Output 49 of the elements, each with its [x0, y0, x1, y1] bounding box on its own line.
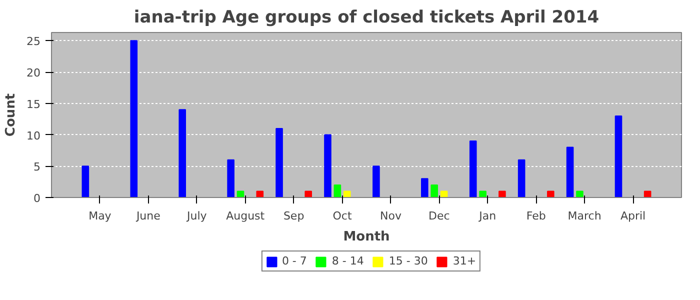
x-tick-label: March	[568, 210, 602, 222]
bar	[498, 190, 506, 198]
bar	[227, 159, 234, 198]
bar	[304, 190, 312, 198]
x-tick-label: Oct	[332, 210, 352, 222]
bar	[82, 166, 90, 198]
x-tick-label: Sep	[283, 210, 304, 222]
x-tick-label: Jan	[478, 210, 496, 222]
bar	[236, 190, 244, 198]
bar	[178, 109, 186, 198]
bar	[421, 178, 428, 198]
bar	[130, 40, 138, 198]
legend-label: 0 - 7	[282, 254, 307, 268]
bar	[518, 159, 526, 198]
bar	[372, 166, 380, 198]
bar	[276, 128, 283, 198]
bar	[576, 190, 584, 198]
bar	[479, 190, 486, 198]
y-axis-title: Count	[4, 93, 19, 137]
x-tick-label: Dec	[428, 210, 450, 222]
y-tick-label: 25	[26, 35, 41, 48]
bar	[614, 115, 622, 198]
bar	[256, 190, 264, 198]
x-axis-title: Month	[343, 230, 390, 244]
bar	[430, 184, 438, 198]
bar	[644, 190, 652, 198]
legend-label: 15 - 30	[388, 254, 428, 268]
bar	[469, 140, 477, 198]
chart-title: iana-trip Age groups of closed tickets April 2014	[134, 8, 600, 28]
x-tick-label: Nov	[380, 210, 402, 222]
x-tick-label: June	[135, 210, 161, 222]
x-tick-label: August	[226, 210, 266, 222]
y-tick-label: 0	[34, 192, 40, 205]
bar	[440, 190, 448, 198]
bar	[566, 146, 574, 198]
x-tick-label: April	[620, 210, 646, 222]
x-tick-label: May	[88, 210, 112, 222]
y-tick-label: 15	[26, 98, 41, 111]
bar	[334, 184, 342, 198]
bar	[547, 190, 554, 198]
y-tick-label: 5	[34, 160, 40, 174]
x-tick-label: Feb	[526, 210, 546, 222]
y-tick-label: 10	[26, 129, 41, 142]
legend-label: 31+	[452, 254, 476, 268]
bar	[324, 134, 332, 198]
y-tick-label: 20	[26, 66, 41, 80]
bar	[343, 190, 351, 198]
legend-label: 8 - 14	[332, 254, 364, 268]
x-tick-label: July	[186, 210, 208, 222]
